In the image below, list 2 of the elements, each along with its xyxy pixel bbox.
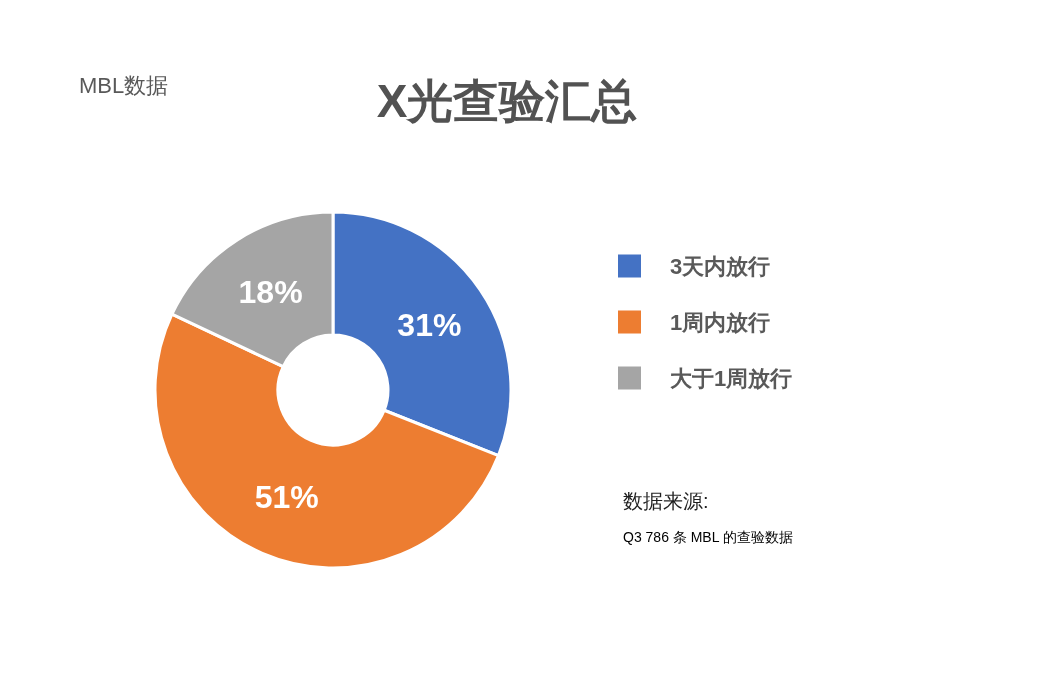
- subtitle: MBL数据: [79, 72, 169, 98]
- title: X光查验汇总: [376, 75, 638, 127]
